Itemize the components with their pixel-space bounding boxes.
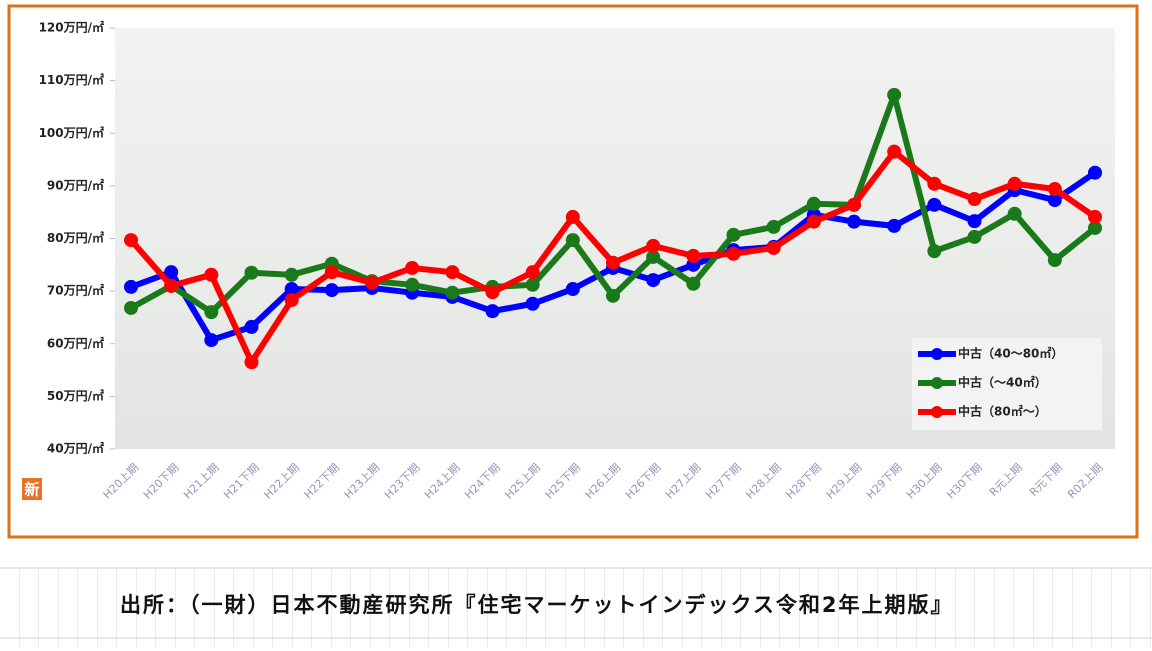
point	[244, 355, 259, 370]
point	[485, 304, 500, 319]
legend-marker	[931, 377, 943, 389]
point	[927, 197, 942, 212]
point	[324, 265, 339, 280]
y-tick-label: 70万円/㎡	[47, 283, 104, 298]
source-note: 出所：（一財）日本不動産研究所『住宅マーケットインデックス令和2年上期版』	[120, 593, 953, 617]
point	[1088, 220, 1102, 235]
point	[204, 333, 219, 348]
y-tick-label: 40万円/㎡	[47, 441, 104, 456]
point	[686, 276, 701, 291]
y-tick-label: 110万円/㎡	[39, 72, 104, 87]
point	[847, 197, 861, 212]
point	[1088, 209, 1102, 224]
legend-label: 中古（40～80㎡）	[958, 346, 1063, 361]
point	[726, 227, 741, 242]
point	[967, 229, 982, 244]
sheet-gap	[0, 538, 1152, 568]
point	[606, 255, 620, 270]
y-tick-label: 80万円/㎡	[47, 230, 104, 245]
point	[887, 144, 902, 159]
point	[124, 300, 138, 315]
legend-marker	[931, 406, 943, 418]
point	[967, 214, 982, 229]
legend-label: 中古（～40㎡）	[958, 375, 1047, 390]
point	[1088, 165, 1102, 180]
point	[1047, 182, 1062, 197]
point	[204, 305, 219, 320]
point	[887, 87, 902, 102]
point	[726, 246, 741, 261]
point	[927, 176, 942, 191]
legend-marker	[931, 348, 943, 360]
point	[284, 282, 299, 297]
point	[365, 275, 379, 290]
point	[164, 265, 179, 280]
point	[1047, 193, 1062, 208]
y-tick-label: 90万円/㎡	[47, 177, 104, 192]
point	[766, 219, 781, 234]
point	[124, 279, 138, 294]
badge-box	[22, 478, 42, 500]
y-tick-label: 50万円/㎡	[47, 388, 104, 403]
y-tick-label: 60万円/㎡	[47, 335, 104, 350]
badge: 新	[24, 481, 39, 499]
point	[244, 265, 259, 280]
point	[244, 319, 259, 334]
point	[164, 278, 179, 293]
point	[565, 209, 580, 224]
point	[686, 248, 701, 263]
point	[485, 285, 500, 300]
point	[646, 249, 661, 264]
point	[766, 240, 781, 255]
point	[806, 214, 821, 229]
point	[525, 277, 540, 292]
point	[204, 267, 219, 282]
point	[324, 283, 339, 298]
point	[405, 260, 420, 275]
point	[565, 233, 580, 248]
point	[525, 296, 540, 311]
point	[606, 288, 620, 303]
y-tick-label: 100万円/㎡	[39, 125, 104, 140]
y-tick-label: 120万円/㎡	[39, 20, 104, 35]
point	[927, 244, 942, 259]
point	[847, 214, 861, 229]
point	[1007, 206, 1022, 221]
point	[887, 218, 902, 233]
point	[967, 192, 982, 207]
legend-label: 中古（80㎡～）	[958, 404, 1047, 419]
point	[646, 273, 661, 288]
point	[1007, 176, 1022, 191]
point	[1047, 253, 1062, 268]
point	[565, 282, 580, 297]
point	[284, 293, 299, 308]
point	[806, 196, 821, 211]
point	[525, 265, 540, 280]
point	[124, 233, 138, 248]
point	[646, 238, 661, 253]
point	[445, 285, 460, 300]
point	[445, 265, 460, 280]
point	[284, 267, 299, 282]
point	[405, 277, 420, 292]
